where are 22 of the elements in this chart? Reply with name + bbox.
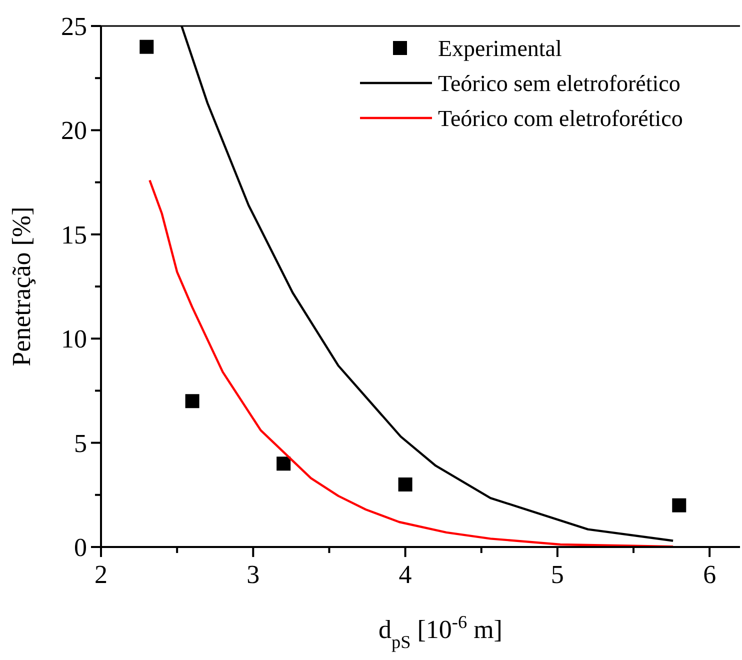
line-series bbox=[148, 179, 674, 547]
x-tick-label: 5 bbox=[550, 560, 564, 589]
x-tick-label: 4 bbox=[398, 560, 412, 589]
x-tick-label: 3 bbox=[246, 560, 260, 589]
y-tick-label: 5 bbox=[74, 428, 87, 458]
point bbox=[185, 394, 200, 408]
y-tick-label: 10 bbox=[61, 324, 87, 354]
x-tick-label: 2 bbox=[94, 560, 108, 589]
point bbox=[276, 456, 291, 471]
y-tick-label: 20 bbox=[61, 116, 87, 146]
x-axis-title: d$_{pS}$ [10$^{-6}$ m] bbox=[378, 612, 502, 652]
x-tick-label: 6 bbox=[703, 560, 716, 589]
legend-label: Teórico com eletroforético bbox=[438, 106, 683, 131]
point bbox=[398, 477, 412, 492]
y-tick-label: 15 bbox=[61, 220, 87, 250]
y-tick-label: 0 bbox=[74, 533, 87, 562]
point bbox=[140, 40, 154, 54]
legend-label: Experimental bbox=[438, 36, 562, 61]
y-axis-title: Penetração [%] bbox=[7, 206, 36, 366]
point bbox=[672, 498, 686, 512]
legend-label: Teórico sem eletroforético bbox=[438, 71, 680, 96]
y-tick-label: 25 bbox=[61, 12, 87, 41]
